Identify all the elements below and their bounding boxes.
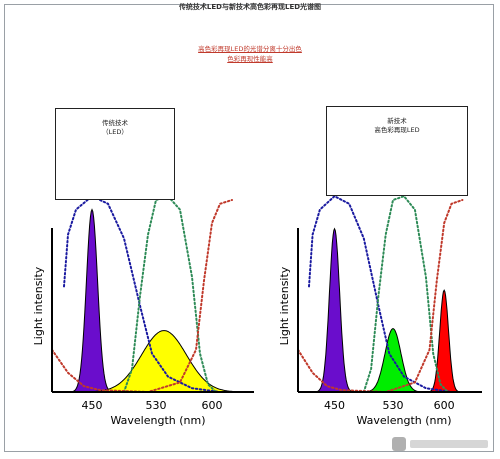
chart-1-filter-curve-1	[63, 195, 221, 393]
chart-1-x-tick-label-1: 450	[82, 399, 103, 412]
chart-1-y-axis-label: Light intensity	[32, 266, 45, 345]
chart-2-label-line-2: 高色彩再现LED	[374, 126, 420, 134]
chart-1-label-box: 传统技术 （LED）	[55, 108, 175, 200]
chart-2-y-axis-label: Light intensity	[278, 266, 291, 345]
chart-2-x-tick-label-1: 450	[324, 399, 345, 412]
chart-2-x-tick-label-2: 530	[383, 399, 404, 412]
chart-2-filter-curve-3	[297, 199, 464, 394]
watermark-logo	[392, 437, 488, 451]
page-title: 传统技术LED与新技术高色彩再现LED光谱图	[178, 3, 322, 11]
chart-2-emission-1	[313, 227, 356, 393]
chart-1-filter-curve-3	[51, 199, 233, 394]
page-subtitle: 高色彩再现LED的光谱分离十分出色 色彩再现性能高	[150, 44, 350, 64]
chart-1-label-line-2: （LED）	[102, 128, 128, 136]
chart-2-x-axis-label: Wavelength (nm)	[356, 414, 451, 427]
chart-2-x-tick-label-3: 600	[434, 399, 455, 412]
subtitle-line-2: 色彩再现性能高	[227, 55, 273, 63]
chart-1-x-tick-label-3: 600	[202, 399, 223, 412]
chart-2-label-box: 新技术 高色彩再现LED	[326, 106, 468, 196]
subtitle-line-1: 高色彩再现LED的光谱分离十分出色	[198, 45, 302, 53]
chart-2-label-line-1: 新技术	[387, 117, 407, 125]
chart-1-emission-1	[69, 208, 115, 393]
chart-2-filter-curve-1	[308, 194, 453, 393]
chart-1-x-tick-label-2: 530	[146, 399, 167, 412]
chart-1-x-axis-label: Wavelength (nm)	[110, 414, 205, 427]
chart-1-label-line-1: 传统技术	[102, 119, 128, 127]
chart-2-filter-curve-2	[362, 195, 449, 393]
page-frame	[4, 4, 494, 452]
